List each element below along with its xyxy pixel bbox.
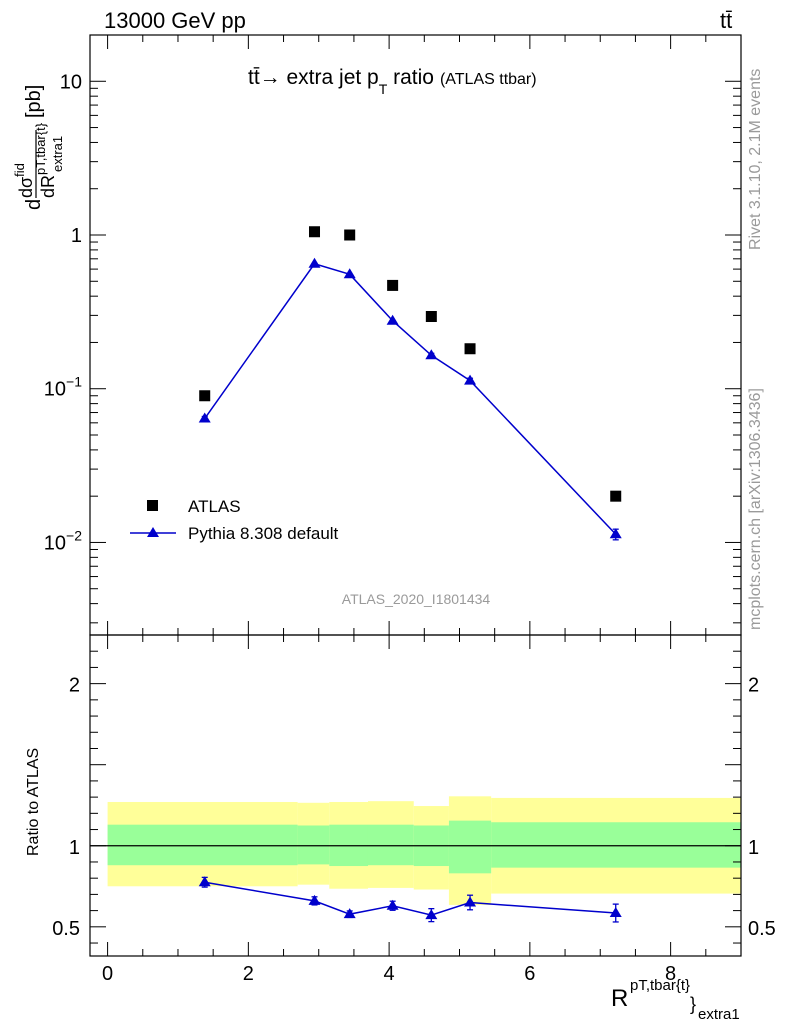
rivet-label: Rivet 3.1.10, 2.1M events bbox=[747, 69, 764, 250]
x-tick-label: 0 bbox=[102, 963, 113, 985]
pythia-point bbox=[386, 314, 399, 325]
ratio-y-tick-label-left: 0.5 bbox=[52, 918, 80, 940]
pythia-point bbox=[343, 268, 356, 279]
ratio-frame bbox=[89, 634, 742, 957]
svg-text:[pb]: [pb] bbox=[23, 85, 45, 118]
ratio-band-inner bbox=[297, 825, 330, 865]
svg-text:pT,tbar{t}: pT,tbar{t} bbox=[630, 977, 690, 994]
atlas-point bbox=[344, 229, 356, 241]
main-y-tick-label: 10 bbox=[60, 71, 82, 93]
atlas-point bbox=[425, 311, 437, 323]
ratio-y-tick-label-left: 2 bbox=[69, 675, 80, 697]
ratio-pythia-point bbox=[343, 908, 356, 919]
main-frame bbox=[89, 34, 742, 636]
pythia-point bbox=[609, 528, 622, 539]
ratio-band-inner bbox=[448, 820, 492, 874]
ratio-y-tick-label-left: 1 bbox=[69, 837, 80, 859]
ratio-pythia-point bbox=[609, 907, 622, 918]
svg-text:dRpT,tbar{t}: dRpT,tbar{t} bbox=[33, 122, 58, 198]
atlas-point bbox=[199, 390, 211, 402]
svg-text:R: R bbox=[611, 985, 628, 1012]
process-label: tt̄ bbox=[720, 8, 732, 33]
plot-title: tt̄→ extra jet pT ratio (ATLAS ttbar) bbox=[248, 66, 537, 97]
atlas-point bbox=[610, 490, 622, 502]
ratio-y-tick-label-right: 2 bbox=[748, 675, 759, 697]
svg-text:dσfid: dσfid bbox=[12, 163, 36, 198]
ratio-pythia-point bbox=[308, 894, 321, 905]
atlas-point bbox=[309, 226, 321, 238]
pythia-point bbox=[308, 257, 321, 268]
svg-text:tt̄→ extra jet pT ratio(ATLAS: tt̄→ extra jet pT ratio (ATLAS ttbar) bbox=[248, 66, 537, 97]
svg-text:extra1: extra1 bbox=[698, 1006, 740, 1023]
pythia-point bbox=[198, 412, 211, 423]
legend-pythia-marker bbox=[147, 527, 159, 537]
svg-text:d: d bbox=[23, 199, 45, 210]
x-tick-label: 2 bbox=[243, 963, 254, 985]
legend-atlas-marker bbox=[147, 500, 158, 511]
ratio-y-axis-label: Ratio to ATLAS bbox=[25, 748, 42, 856]
x-axis-label: R pT,tbar{t} } extra1 bbox=[611, 977, 740, 1023]
ratio-pythia-point bbox=[198, 876, 211, 887]
ratio-band-inner bbox=[491, 822, 741, 868]
ratio-y-tick-label-right: 1 bbox=[748, 837, 759, 859]
main-panel: 10−2 10−1 1 10 bbox=[44, 34, 742, 636]
mcplots-label: mcplots.cern.ch [arXiv:1306.3436] bbox=[747, 388, 764, 630]
main-y-tick-label: 1 bbox=[71, 225, 82, 247]
main-y-axis-label: d dσfid dRpT,tbar{t} extra1 [pb] bbox=[12, 85, 65, 210]
legend: ATLAS Pythia 8.308 default bbox=[130, 497, 339, 543]
svg-text:extra1: extra1 bbox=[50, 136, 65, 172]
energy-label: 13000 GeV pp bbox=[104, 8, 246, 33]
ratio-pythia-point bbox=[386, 899, 399, 910]
x-tick-label: 4 bbox=[384, 963, 395, 985]
pythia-line bbox=[204, 262, 617, 535]
ratio-pythia-point bbox=[464, 896, 477, 907]
ratio-pythia-point bbox=[425, 909, 438, 920]
main-y-tick-label: 10−2 bbox=[44, 527, 82, 554]
pythia-point bbox=[464, 374, 477, 385]
ratio-y-tick-label-right: 0.5 bbox=[748, 918, 776, 940]
svg-text:}: } bbox=[690, 994, 696, 1014]
x-tick-label: 6 bbox=[524, 963, 535, 985]
pythia-point bbox=[425, 349, 438, 360]
analysis-id: ATLAS_2020_I1801434 bbox=[342, 591, 491, 607]
ratio-panel: 0 2 4 6 8 0.5 0.5 1 1 2 2 bbox=[52, 634, 776, 985]
x-tick-label: 8 bbox=[665, 963, 676, 985]
legend-pythia-label: Pythia 8.308 default bbox=[188, 524, 339, 543]
main-y-tick-label: 10−1 bbox=[44, 374, 82, 401]
ratio-band-inner bbox=[367, 824, 414, 866]
atlas-point bbox=[387, 279, 399, 291]
atlas-point bbox=[464, 343, 476, 355]
ratio-band-inner bbox=[107, 824, 298, 866]
legend-atlas-label: ATLAS bbox=[188, 497, 241, 516]
